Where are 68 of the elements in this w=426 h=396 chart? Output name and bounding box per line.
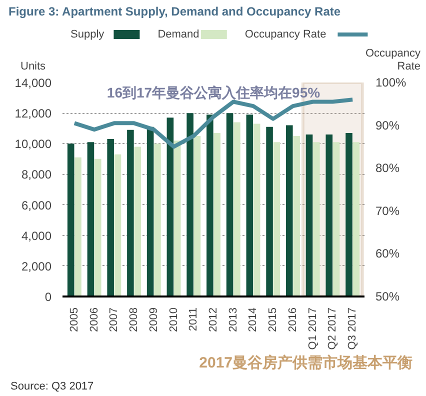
y-tick-label: 12,000 xyxy=(14,106,52,121)
bar xyxy=(134,146,141,296)
bar xyxy=(114,154,122,296)
x-tick-label: 2013 xyxy=(227,307,240,332)
y-tick-label: 4,000 xyxy=(21,228,52,243)
bar xyxy=(306,134,313,296)
bar xyxy=(234,122,240,296)
x-tick-label: 2007 xyxy=(108,307,120,332)
source-note: Source: Q3 2017 xyxy=(10,380,94,392)
y2-tick-label: 70% xyxy=(376,204,400,218)
bar xyxy=(94,158,102,296)
bar xyxy=(346,132,352,296)
bar xyxy=(313,142,320,296)
legend-label: Demand xyxy=(158,28,200,40)
x-tick-label: 2005 xyxy=(68,307,80,332)
bar xyxy=(326,134,333,296)
bar xyxy=(166,118,174,296)
bar xyxy=(332,142,340,296)
bar xyxy=(266,126,273,296)
y-tick-label: 14,000 xyxy=(14,76,52,90)
bar xyxy=(194,136,201,296)
x-tick-label: 2012 xyxy=(208,307,220,332)
y2-tick-label: 80% xyxy=(376,161,400,176)
bar xyxy=(293,136,300,296)
x-tick-label: 2008 xyxy=(128,307,140,332)
bar xyxy=(87,142,94,296)
y-tick-label: 2,000 xyxy=(21,259,52,274)
x-tick-label: Q1 2017 xyxy=(306,308,319,350)
x-tick-label: 2011 xyxy=(188,308,200,332)
x-tick-label: 2006 xyxy=(88,307,100,332)
x-tick-label: 2014 xyxy=(247,307,260,332)
y2-axis-title: Occupancy Rate xyxy=(365,48,421,72)
y2-tick-label: 90% xyxy=(376,118,400,132)
y-tick-label: 0 xyxy=(44,290,52,304)
bar xyxy=(186,113,194,296)
bar xyxy=(107,139,114,296)
bar xyxy=(67,144,74,296)
bar xyxy=(253,124,260,296)
bar xyxy=(127,130,134,296)
legend-label: Supply xyxy=(70,28,105,40)
chart-title: Figure 3: Apartment Supply, Demand and Occupancy Rate xyxy=(8,4,341,18)
bar xyxy=(246,114,254,296)
text: 2017曼谷房产供需市场基本平衡 xyxy=(199,354,413,372)
y-tick-label: 8,000 xyxy=(21,168,52,182)
x-tick-label: 2010 xyxy=(168,307,180,332)
bar xyxy=(226,113,234,296)
y2-tick-label: 100% xyxy=(376,76,407,90)
x-tick-label: 2009 xyxy=(148,307,160,332)
bar xyxy=(286,125,293,296)
legend-label: Occupancy Rate xyxy=(244,28,326,40)
y-axis-title: Units xyxy=(20,60,46,72)
bar xyxy=(214,132,220,296)
bar xyxy=(146,126,154,296)
y2-tick-label: 50% xyxy=(376,290,400,304)
x-tick-label: Q2 2017 xyxy=(326,308,339,350)
annotation: 16到17年曼谷公寓入住率均在95% xyxy=(106,84,321,100)
bar xyxy=(74,157,82,296)
x-tick-label: 2015 xyxy=(267,307,280,332)
bar xyxy=(206,114,214,296)
bar xyxy=(154,144,161,296)
y-tick-label: 10,000 xyxy=(14,137,52,152)
bar xyxy=(352,142,360,296)
bar xyxy=(273,142,280,296)
bar xyxy=(174,140,181,296)
x-tick-label: Q3 2017 xyxy=(346,308,359,350)
x-tick-label: 2016 xyxy=(286,307,299,332)
y-tick-label: 6,000 xyxy=(21,198,52,212)
y2-tick-label: 60% xyxy=(376,246,400,261)
